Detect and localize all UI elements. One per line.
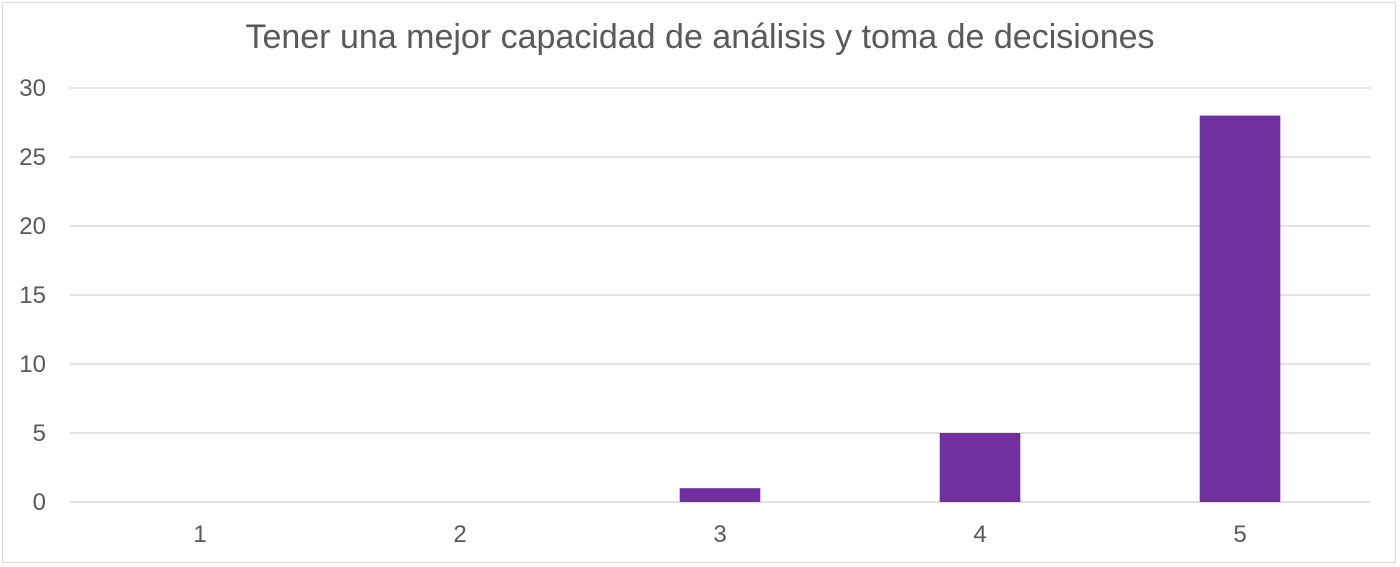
y-tick-label: 5 [33, 420, 46, 447]
y-tick-label: 10 [19, 351, 46, 378]
gridlines [70, 87, 1370, 503]
x-tick-label: 5 [1233, 521, 1246, 548]
x-tick-label: 1 [193, 521, 206, 548]
y-tick-label: 25 [19, 144, 46, 171]
bar-4 [939, 433, 1021, 502]
x-tick-label: 2 [453, 521, 466, 548]
chart-title: Tener una mejor capacidad de análisis y … [245, 18, 1155, 56]
y-tick-label: 0 [33, 489, 46, 516]
x-axis-ticks: 1 2 3 4 5 [193, 521, 1246, 548]
bars [679, 115, 1281, 502]
x-tick-label: 3 [713, 521, 726, 548]
y-tick-label: 20 [19, 213, 46, 240]
y-tick-label: 15 [19, 282, 46, 309]
y-tick-label: 30 [19, 75, 46, 102]
x-tick-label: 4 [973, 521, 986, 548]
bar-5 [1199, 115, 1281, 502]
bar-3 [679, 488, 761, 502]
y-axis-ticks: 0 5 10 15 20 25 30 [19, 75, 46, 516]
